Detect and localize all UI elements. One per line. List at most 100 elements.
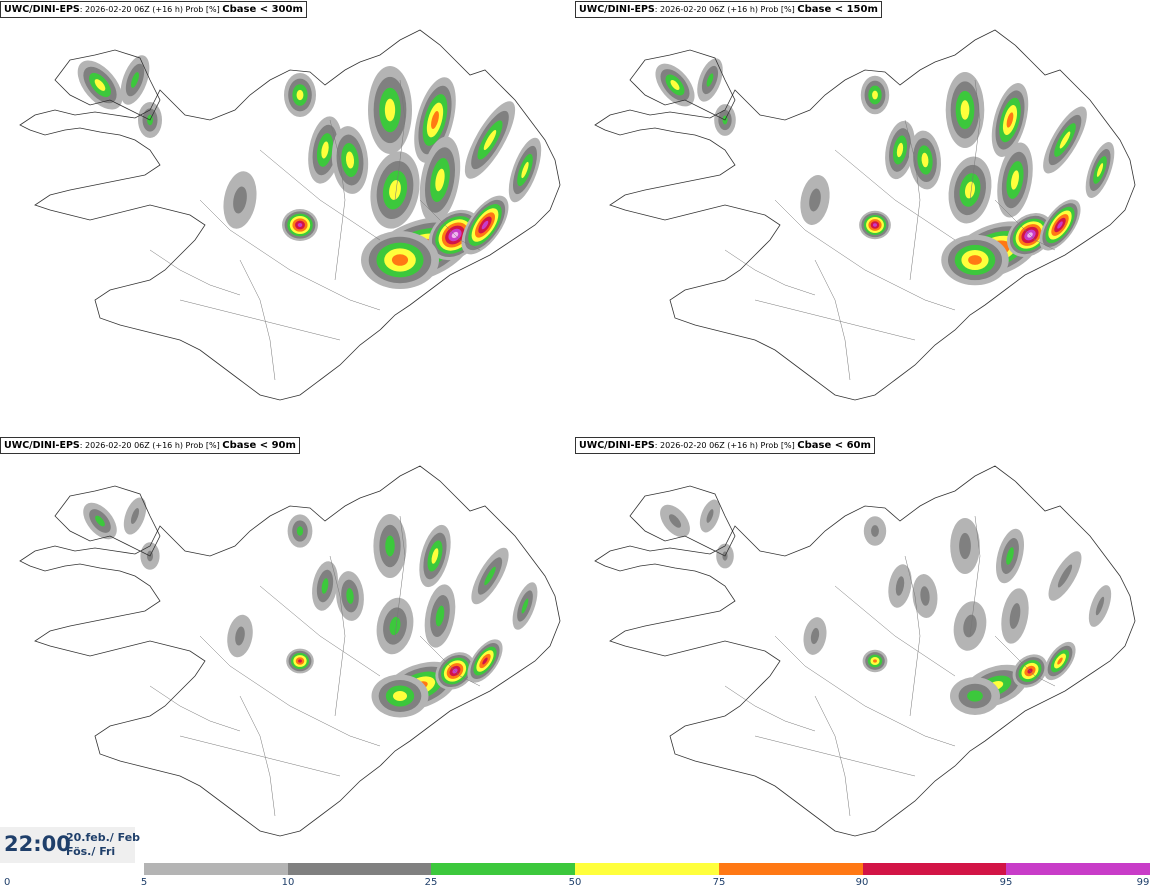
border-line <box>814 695 851 817</box>
threshold-label: Cbase < 300m <box>222 4 303 15</box>
border-line <box>994 199 1056 251</box>
map-panel-300m: UWC/DINI-EPS: 2026-02-20 06Z (+16 h) Pro… <box>0 0 575 436</box>
probability-contour <box>873 223 877 227</box>
probability-contour <box>967 690 983 702</box>
border-line <box>904 119 921 281</box>
border-line <box>239 259 276 381</box>
panel-title: UWC/DINI-EPS: 2026-02-20 06Z (+16 h) Pro… <box>0 1 307 18</box>
probability-contour <box>1096 163 1104 177</box>
border-line <box>419 199 481 251</box>
panel-title: UWC/DINI-EPS: 2026-02-20 06Z (+16 h) Pro… <box>0 437 300 454</box>
legend-segment <box>862 863 1007 875</box>
probability-contour <box>130 508 140 524</box>
coastline <box>594 465 1136 837</box>
probability-contour <box>481 220 489 230</box>
border-line <box>259 149 381 241</box>
valid-time-box: 22:00 20.feb./ Feb Fös./ Fri <box>0 827 140 863</box>
probability-contour <box>960 100 970 120</box>
run-info: 2026-02-20 06Z (+16 h) Prob [%] <box>85 5 220 14</box>
threshold-label: Cbase < 60m <box>797 440 871 451</box>
probability-contour <box>896 142 904 158</box>
probability-contour <box>964 181 976 199</box>
map-panel-150m: UWC/DINI-EPS: 2026-02-20 06Z (+16 h) Pro… <box>575 0 1150 436</box>
border-line <box>754 735 916 777</box>
legend-tick-label: 25 <box>424 877 438 888</box>
map-panel-60m: UWC/DINI-EPS: 2026-02-20 06Z (+16 h) Pro… <box>575 436 1150 872</box>
probability-contour <box>668 514 682 528</box>
probability-contour <box>706 73 714 87</box>
border-line <box>394 515 406 637</box>
model-name: UWC/DINI-EPS <box>4 4 80 15</box>
border-line <box>149 685 241 732</box>
threshold-label: Cbase < 90m <box>222 440 296 451</box>
border-line <box>814 259 851 381</box>
probability-contour <box>1095 596 1105 616</box>
coastline <box>594 29 1136 401</box>
probability-contour <box>670 79 680 91</box>
probability-contour <box>321 141 329 159</box>
probability-contour <box>810 627 820 645</box>
legend-segment <box>144 863 288 875</box>
probability-contour <box>706 509 714 523</box>
border-line <box>419 635 481 687</box>
legend-segment <box>431 863 576 875</box>
map-panel-90m: UWC/DINI-EPS: 2026-02-20 06Z (+16 h) Pro… <box>0 436 575 872</box>
map-60m <box>594 465 1136 837</box>
probability-contour <box>94 79 106 91</box>
border-line <box>969 79 981 201</box>
panel-title: UWC/DINI-EPS: 2026-02-20 06Z (+16 h) Pro… <box>575 1 882 18</box>
map-layers <box>660 499 1112 715</box>
legend-segment <box>1006 863 1150 875</box>
model-name: UWC/DINI-EPS <box>579 440 655 451</box>
border-line <box>179 299 341 341</box>
probability-contour <box>385 535 395 557</box>
border-line <box>199 199 381 311</box>
legend-tick-label: 90 <box>855 877 869 888</box>
legend-tick-label: 10 <box>281 877 295 888</box>
border-line <box>754 299 916 341</box>
border-line <box>149 249 241 296</box>
probability-contour <box>895 576 905 596</box>
probability-contour <box>968 255 982 265</box>
legend-segment <box>718 863 863 875</box>
probability-contour <box>1059 131 1071 149</box>
probability-contour <box>521 161 529 179</box>
probability-contour <box>435 605 445 627</box>
legend-segment <box>287 863 432 875</box>
panel-title: UWC/DINI-EPS: 2026-02-20 06Z (+16 h) Pro… <box>575 437 875 454</box>
probability-contour <box>1057 564 1073 588</box>
probability-contour <box>959 532 971 560</box>
border-line <box>724 685 816 732</box>
probability-contour <box>1057 657 1063 665</box>
map-layers <box>77 55 542 289</box>
probability-contour <box>871 525 879 537</box>
border-line <box>774 635 956 747</box>
probability-contour <box>1006 112 1014 128</box>
probability-contour <box>921 152 929 168</box>
map-300m <box>19 29 561 401</box>
coastline <box>19 465 561 837</box>
run-info: 2026-02-20 06Z (+16 h) Prob [%] <box>660 5 795 14</box>
probability-contour <box>95 515 105 527</box>
border-line <box>904 555 921 717</box>
legend-tick-label: 0 <box>4 877 11 888</box>
probability-contour <box>809 188 821 212</box>
border-line <box>259 585 381 677</box>
coastline <box>19 29 561 401</box>
probability-contour <box>1011 170 1019 190</box>
probability-contour <box>235 626 245 646</box>
valid-time: 22:00 <box>4 832 71 856</box>
probability-contour <box>393 691 407 701</box>
run-info: 2026-02-20 06Z (+16 h) Prob [%] <box>660 441 795 450</box>
map-layers <box>83 497 538 718</box>
border-line <box>239 695 276 817</box>
probability-contour <box>920 586 930 606</box>
legend-tick-label: 75 <box>712 877 726 888</box>
map-150m <box>594 29 1136 401</box>
border-line <box>394 79 406 201</box>
border-line <box>774 199 956 311</box>
probability-contour <box>872 90 878 100</box>
map-layers <box>655 58 1115 286</box>
probability-contour <box>391 254 409 266</box>
color-legend-bar <box>144 863 1150 875</box>
